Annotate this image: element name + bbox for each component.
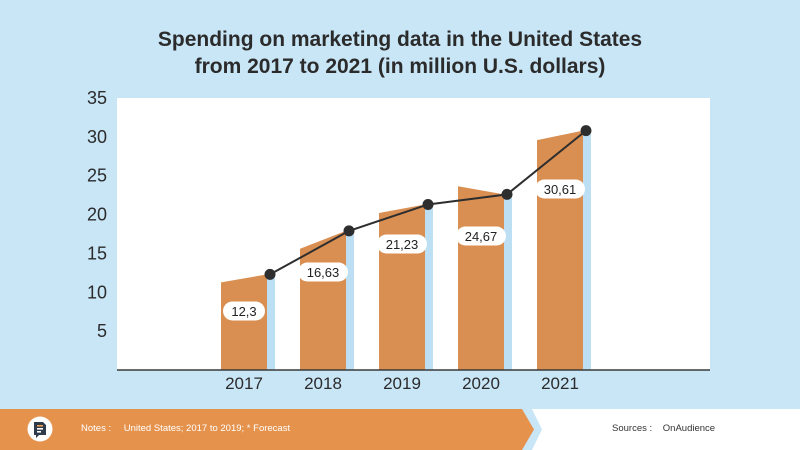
value-label-pill	[223, 301, 265, 321]
value-label: 16,63	[298, 262, 348, 282]
y-tick-label: 10	[87, 282, 107, 302]
x-tick-label: 2019	[383, 374, 421, 393]
y-tick-label: 30	[87, 127, 107, 147]
bar-shadow	[346, 233, 354, 370]
trend-points	[264, 125, 592, 280]
footer-sources-band	[532, 409, 800, 450]
x-axis: 2017 2018 2019 2020 2021	[225, 374, 579, 393]
bar	[221, 274, 267, 370]
value-label-text: 16,63	[307, 265, 340, 280]
footer: Notes : United States; 2017 to 2019; * F…	[0, 409, 800, 450]
y-tick-label: 15	[87, 243, 107, 263]
y-axis: 5 10 15 20 25 30 35	[87, 88, 107, 341]
value-label: 30,61	[535, 179, 585, 199]
bar	[537, 130, 583, 370]
value-label-pill	[535, 179, 585, 199]
chart-title: Spending on marketing data in the United…	[0, 26, 800, 80]
x-tick-label: 2021	[541, 374, 579, 393]
trend-point	[580, 125, 592, 137]
y-tick-label: 5	[97, 321, 107, 341]
y-tick-label: 35	[87, 88, 107, 108]
value-label: 12,3	[223, 301, 265, 321]
bar	[379, 204, 425, 370]
value-label: 24,67	[456, 226, 506, 246]
trend-point	[422, 198, 434, 210]
chart-title-line-1: Spending on marketing data in the United…	[157, 28, 643, 51]
value-label-pill	[456, 226, 506, 246]
x-tick-label: 2018	[304, 374, 342, 393]
footer-sources: Sources : OnAudience	[612, 423, 715, 434]
value-label-pill	[298, 262, 348, 282]
value-label-text: 21,23	[386, 237, 419, 252]
notes-text: United States; 2017 to 2019; * Forecast	[123, 423, 291, 434]
bar-shadow	[583, 133, 591, 370]
y-tick-label: 25	[87, 166, 107, 186]
bar	[458, 186, 504, 370]
x-tick-label: 2017	[225, 374, 263, 393]
sources-text: OnAudience	[662, 423, 716, 434]
chart-title-line-2: from 2017 to 2021 (in million U.S. dolla…	[194, 55, 606, 78]
bar	[300, 230, 346, 370]
x-tick-label: 2020	[462, 374, 500, 393]
value-label-pill	[377, 234, 427, 254]
bar-shadow	[267, 277, 275, 370]
data-labels: 12,3 16,63 21,23 24,67 30,61	[223, 179, 585, 321]
trend-point	[264, 268, 276, 280]
value-label-text: 30,61	[544, 182, 577, 197]
value-label: 21,23	[377, 234, 427, 254]
trend-point	[343, 225, 355, 237]
document-chat-logo-icon	[27, 416, 53, 442]
value-label-text: 12,3	[231, 304, 256, 319]
sources-label: Sources :	[612, 423, 653, 434]
footer-notes-band	[0, 409, 534, 450]
trend-point	[501, 188, 513, 200]
value-label-text: 24,67	[465, 229, 498, 244]
notes-label: Notes :	[81, 423, 112, 434]
footer-notes: Notes : United States; 2017 to 2019; * F…	[81, 423, 290, 434]
bar-shadow	[504, 197, 512, 370]
bar-shadow	[425, 207, 433, 370]
footer-background	[0, 409, 800, 450]
y-tick-label: 20	[87, 205, 107, 225]
